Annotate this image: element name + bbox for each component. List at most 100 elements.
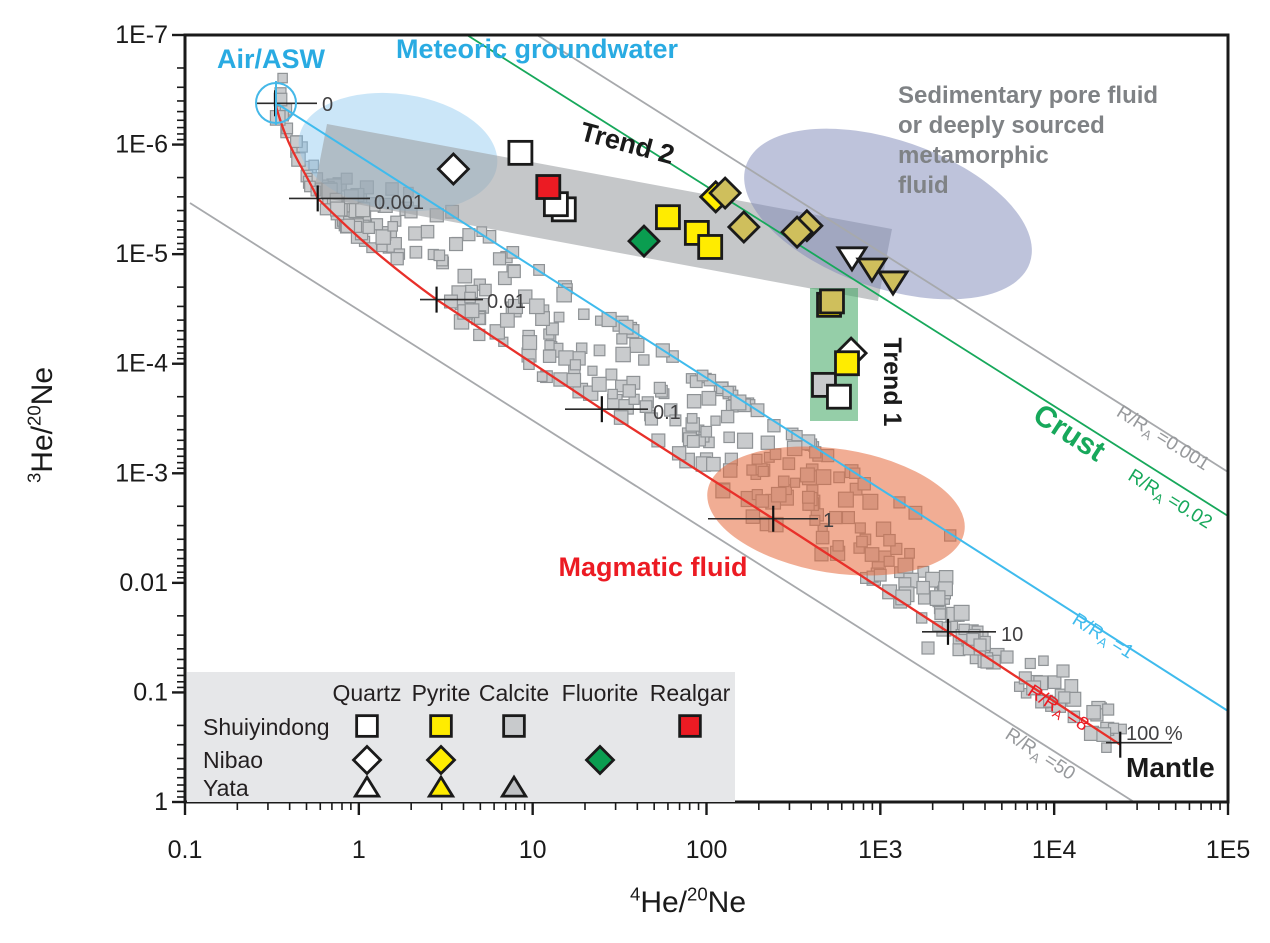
y-tick-label-0.01: 0.01 bbox=[119, 569, 168, 597]
cloud-square bbox=[1000, 650, 1014, 664]
legend-column-calcite: Calcite bbox=[479, 680, 549, 706]
cloud-square bbox=[462, 228, 476, 242]
legend-symbol-shuiyindong-pyrite bbox=[429, 714, 453, 738]
cloud-square bbox=[387, 221, 399, 232]
cloud-square bbox=[973, 638, 987, 652]
percent-label-0: 0 bbox=[322, 94, 333, 116]
cloud-square bbox=[553, 311, 565, 323]
data-point bbox=[826, 383, 852, 410]
cloud-square bbox=[1056, 664, 1070, 678]
series-shuiyindong-pyrite bbox=[655, 204, 860, 377]
cloud-square bbox=[723, 431, 735, 444]
legend-column-realgar: Realgar bbox=[650, 680, 731, 706]
cloud-square bbox=[700, 425, 713, 438]
cloud-square bbox=[710, 415, 721, 426]
cloud-square bbox=[1058, 691, 1071, 704]
data-point bbox=[726, 209, 761, 244]
cloud-square bbox=[330, 201, 346, 217]
cloud-square bbox=[591, 376, 607, 392]
cloud-square bbox=[308, 159, 319, 171]
legend-row-nibao: Nibao bbox=[203, 747, 263, 773]
cloud-square bbox=[1101, 742, 1112, 753]
legend-column-quartz: Quartz bbox=[332, 680, 401, 706]
series-yata-pyrite-under-overlay- bbox=[855, 257, 910, 297]
cloud-square bbox=[578, 308, 590, 321]
cloud-square bbox=[1038, 655, 1049, 667]
x-tick-label-10: 10 bbox=[519, 836, 547, 864]
meteoric-groundwater-label: Meteoric groundwater bbox=[396, 34, 679, 64]
series-shuiyindong-pyrite-under-overlay- bbox=[819, 288, 845, 315]
cloud-square bbox=[736, 432, 754, 449]
cloud-square bbox=[499, 312, 515, 328]
cloud-square bbox=[1086, 704, 1101, 720]
percent-label-01: 0.1 bbox=[653, 402, 681, 424]
x-tick-label-1E5: 1E5 bbox=[1206, 836, 1250, 864]
axes: 0.1 1 10 100 1E3 1E4 1E51E-71E-61E-51E-41E-30.… bbox=[24, 21, 1251, 919]
mantle-label: Mantle bbox=[1126, 752, 1215, 783]
legend-row-yata: Yata bbox=[203, 775, 249, 801]
sample-points bbox=[436, 139, 910, 410]
cloud-square bbox=[536, 371, 548, 383]
cloud-square bbox=[448, 237, 464, 252]
cloud-square bbox=[464, 303, 480, 319]
cloud-square bbox=[653, 381, 666, 395]
cloud-square bbox=[522, 335, 538, 351]
magmatic-fluid-label: Magmatic fluid bbox=[558, 552, 747, 582]
cloud-square bbox=[473, 328, 486, 342]
cloud-square bbox=[701, 390, 717, 406]
sedimentary-pore-fluid-label-line1: Sedimentary pore fluid bbox=[898, 82, 1158, 109]
cloud-square bbox=[1024, 657, 1036, 670]
data-point bbox=[697, 234, 724, 260]
legend-symbol-shuiyindong-calcite bbox=[502, 714, 526, 738]
data-point bbox=[655, 204, 681, 231]
cloud-square bbox=[686, 393, 702, 409]
cloud-square bbox=[507, 264, 521, 279]
cloud-square bbox=[616, 333, 628, 345]
cloud-square bbox=[916, 580, 930, 595]
y-tick-label-1E-6: 1E-6 bbox=[115, 131, 168, 159]
cloud-square bbox=[587, 365, 598, 376]
cloud-square bbox=[569, 359, 582, 371]
cloud-square bbox=[605, 368, 618, 381]
y-tick-label-1E-3: 1E-3 bbox=[115, 459, 168, 487]
cloud-square bbox=[921, 641, 935, 655]
cloud-square bbox=[542, 349, 557, 363]
cloud-square bbox=[277, 72, 288, 84]
cloud-square bbox=[362, 221, 376, 235]
cloud-square bbox=[760, 435, 775, 450]
legend-column-pyrite: Pyrite bbox=[412, 680, 471, 706]
mixing-curve-percent-markers: 0 0.001 0.01 0.1 1 10 100 % bbox=[255, 81, 1183, 758]
magmatic-fluid-ellipse bbox=[707, 446, 965, 576]
cloud-square bbox=[558, 350, 574, 366]
cloud-square bbox=[492, 252, 507, 266]
y-tick-label-1: 1 bbox=[154, 788, 168, 816]
data-point bbox=[535, 174, 562, 200]
legend-symbol-shuiyindong-quartz bbox=[355, 714, 379, 738]
cloud-square bbox=[433, 249, 446, 262]
legend-column-fluorite: Fluorite bbox=[562, 680, 639, 706]
cloud-square bbox=[629, 337, 645, 353]
y-tick-label-1E-4: 1E-4 bbox=[115, 350, 168, 378]
percent-label-1: 1 bbox=[823, 510, 834, 532]
cloud-square bbox=[1102, 703, 1115, 716]
reference-line-rra-0.001 bbox=[536, 34, 1229, 473]
cloud-square bbox=[464, 291, 476, 304]
data-point bbox=[834, 350, 860, 377]
legend: Quartz Pyrite Calcite Fluorite Realgar Shuiyi… bbox=[187, 672, 735, 802]
legend-row-shuiyindong: Shuiyindong bbox=[203, 714, 330, 740]
legend-symbol-yata-calcite bbox=[499, 774, 529, 798]
cloud-square bbox=[506, 245, 520, 259]
legend-symbol-shuiyindong-realgar bbox=[678, 714, 702, 738]
x-tick-label-1E3: 1E3 bbox=[858, 836, 902, 864]
cloud-square bbox=[409, 245, 423, 259]
reference-line-rra-50 bbox=[189, 202, 1135, 803]
cloud-square bbox=[1047, 675, 1062, 690]
air-asw-circle bbox=[255, 82, 297, 124]
x-tick-label-1E4: 1E4 bbox=[1032, 836, 1077, 864]
cloud-square bbox=[638, 354, 650, 366]
sedimentary-pore-fluid-label-line3: metamorphic bbox=[898, 142, 1049, 169]
percent-label-0001: 0.001 bbox=[374, 192, 424, 214]
y-axis-title: 3​He/20​Ne bbox=[24, 367, 59, 483]
data-point bbox=[708, 176, 743, 211]
data-point bbox=[855, 257, 889, 284]
